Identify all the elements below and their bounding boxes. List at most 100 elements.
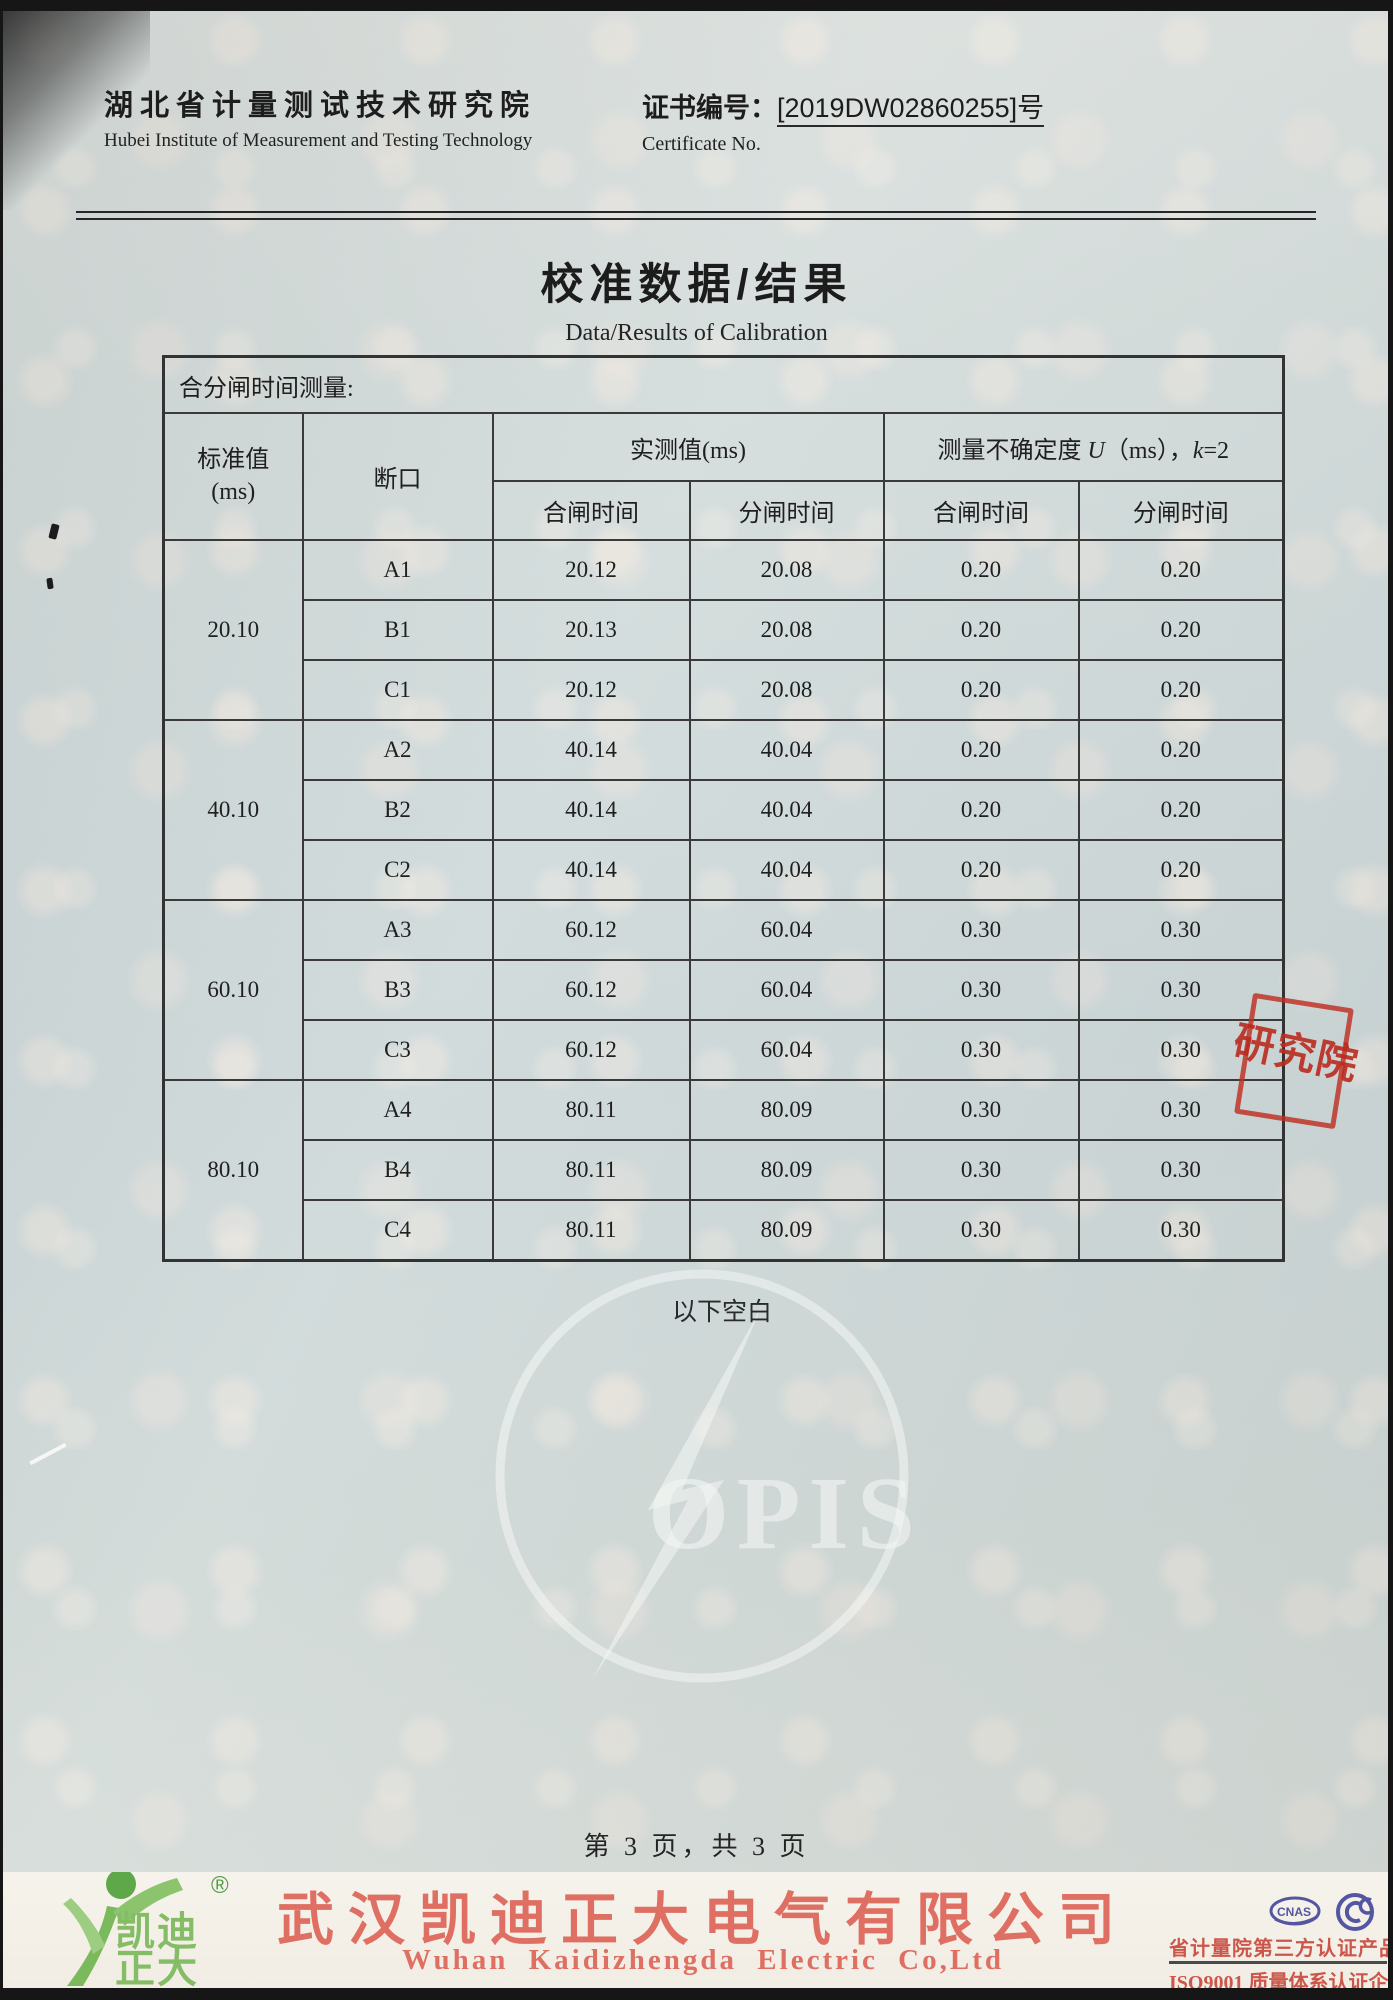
- close-time-cell: 20.13: [491, 599, 691, 661]
- u-close-cell: 0.20: [882, 839, 1080, 901]
- u-close-cell: 0.20: [882, 719, 1080, 781]
- break-cell: B3: [301, 959, 494, 1021]
- u-open-cell: 0.20: [1077, 719, 1285, 781]
- open-time-cell: 40.04: [688, 779, 885, 841]
- break-cell: C3: [301, 1019, 494, 1081]
- logo-text-line1: 凯迪: [115, 1910, 199, 1954]
- u-open-cell: 0.20: [1077, 659, 1285, 721]
- table-row: C4 80.11 80.09 0.30 0.30: [164, 1199, 1285, 1262]
- table-row: C3 60.12 60.04 0.30 0.30: [164, 1019, 1285, 1081]
- calibration-table: 合分闸时间测量: 标准值 (ms) 断口 实测值(ms) 测量不确定度 U（ms…: [162, 355, 1286, 1262]
- break-cell: A1: [301, 539, 494, 601]
- standard-value-cell: 60.10: [162, 899, 304, 1081]
- open-time-cell: 80.09: [688, 1199, 885, 1262]
- close-time-cell: 60.12: [491, 899, 691, 961]
- open-time-cell: 80.09: [688, 1079, 885, 1141]
- subheader-open-time: 分闸时间: [688, 480, 885, 541]
- certification-line1: 省计量院第三方认证产品: [1169, 1938, 1388, 1960]
- below-blank-note: 以下空白: [671, 1299, 772, 1326]
- header-uncertainty-u: U: [1087, 437, 1105, 464]
- logo-text-line2: 正大: [115, 1946, 199, 1988]
- organization-name-cn: 湖北省计量测试技术研究院: [104, 90, 537, 122]
- photo-edge-bottom: [0, 1988, 1393, 2000]
- table-row: 20.10 A1 20.12 20.08 0.20 0.20: [162, 539, 1285, 721]
- header-uncertainty-group: 测量不确定度 U（ms），k=2: [882, 412, 1285, 482]
- u-close-cell: 0.20: [882, 659, 1080, 721]
- standard-value-cell: 20.10: [162, 539, 304, 721]
- break-cell: A4: [301, 1079, 494, 1141]
- photo-corner-shadow: [0, 0, 150, 210]
- u-close-cell: 0.20: [882, 599, 1080, 661]
- company-name-en: Wuhan Kaidizhengda Electric Co,Ltd: [402, 1944, 1004, 1976]
- header-break: 断口: [301, 412, 494, 541]
- open-time-cell: 20.08: [688, 539, 885, 601]
- close-time-cell: 20.12: [491, 659, 691, 721]
- u-close-cell: 0.30: [882, 1199, 1080, 1262]
- header-standard-value: 标准值 (ms): [162, 412, 304, 541]
- table-row: B3 60.12 60.04 0.30 0.30: [164, 959, 1285, 1021]
- break-cell: C4: [301, 1199, 494, 1262]
- table-caption: 合分闸时间测量:: [162, 355, 1285, 414]
- close-time-cell: 60.12: [491, 959, 691, 1021]
- u-open-cell: 0.20: [1077, 599, 1285, 661]
- u-open-cell: 0.30: [1077, 959, 1285, 1021]
- certificate-number-value: [2019DW02860255]号: [777, 93, 1045, 127]
- photo-edge-left: [0, 0, 3, 2000]
- table-row: B4 80.11 80.09 0.30 0.30: [164, 1139, 1285, 1201]
- u-open-cell: 0.20: [1077, 539, 1285, 601]
- u-open-cell: 0.20: [1077, 779, 1285, 841]
- u-open-cell: 0.20: [1077, 839, 1285, 901]
- header-standard-l1: 标准值: [197, 447, 270, 474]
- open-time-cell: 20.08: [688, 599, 885, 661]
- u-open-cell: 0.30: [1077, 1019, 1285, 1081]
- certificate-number-label-en: Certificate No.: [642, 133, 761, 155]
- close-time-cell: 40.14: [491, 719, 691, 781]
- u-close-cell: 0.30: [882, 959, 1080, 1021]
- company-name-cn: 武汉凯迪正大电气有限公司: [277, 1889, 1129, 1952]
- certificate-number-block: 证书编号：[2019DW02860255]号 Certificate No.: [642, 86, 1045, 156]
- u-close-cell: 0.30: [882, 1019, 1080, 1081]
- stamp-text: 研究院: [1229, 1017, 1363, 1089]
- close-time-cell: 40.14: [491, 779, 691, 841]
- subheader-open-time: 分闸时间: [1077, 480, 1285, 541]
- header-uncertainty-k: k: [1192, 437, 1204, 464]
- subheader-close-time: 合闸时间: [491, 480, 691, 541]
- break-cell: C2: [301, 839, 494, 901]
- header-measured-group: 实测值(ms): [491, 412, 885, 482]
- certificate-number-line: 证书编号：[2019DW02860255]号: [642, 86, 1045, 127]
- photo-edge-top: [0, 0, 1393, 11]
- letterhead-divider: [76, 211, 1316, 220]
- standard-value-cell: 40.10: [162, 719, 304, 901]
- u-open-cell: 0.30: [1077, 899, 1285, 961]
- u-open-cell: 0.30: [1077, 1139, 1285, 1201]
- u-open-cell: 0.30: [1077, 1199, 1285, 1262]
- break-cell: A2: [301, 719, 494, 781]
- open-time-cell: 60.04: [688, 959, 885, 1021]
- page-subtitle: Data/Results of Calibration: [565, 320, 828, 346]
- open-time-cell: 40.04: [688, 839, 885, 901]
- close-time-cell: 80.11: [491, 1139, 691, 1201]
- header-uncertainty-suffix: =2: [1203, 437, 1230, 464]
- break-cell: B1: [301, 599, 494, 661]
- table-row: 80.10 A4 80.11 80.09 0.30 0.30: [162, 1079, 1285, 1262]
- close-time-cell: 20.12: [491, 539, 691, 601]
- table-row: B1 20.13 20.08 0.20 0.20: [164, 599, 1285, 661]
- open-time-cell: 80.09: [688, 1139, 885, 1201]
- issuing-organization: 湖北省计量测试技术研究院 Hubei Institute of Measurem…: [104, 82, 536, 152]
- logo-text: 凯迪 正大: [115, 1910, 199, 1988]
- break-cell: C1: [301, 659, 494, 721]
- certificate-number-label: 证书编号：: [642, 93, 777, 123]
- break-cell: B2: [301, 779, 494, 841]
- svg-text:CNAS: CNAS: [1277, 1905, 1311, 1919]
- registered-trademark-icon: ®: [211, 1872, 229, 1899]
- kaidizhengda-logo-icon: [63, 1872, 183, 1986]
- open-time-cell: 60.04: [688, 899, 885, 961]
- u-close-cell: 0.20: [882, 539, 1080, 601]
- u-close-cell: 0.30: [882, 1079, 1080, 1141]
- close-time-cell: 60.12: [491, 1019, 691, 1081]
- subheader-close-time: 合闸时间: [882, 480, 1080, 541]
- certification-line2: ISO9001 质量体系认证企业: [1169, 1972, 1388, 1988]
- cnas-logo-icon: CNAS: [1269, 1896, 1321, 1926]
- u-close-cell: 0.30: [882, 1139, 1080, 1201]
